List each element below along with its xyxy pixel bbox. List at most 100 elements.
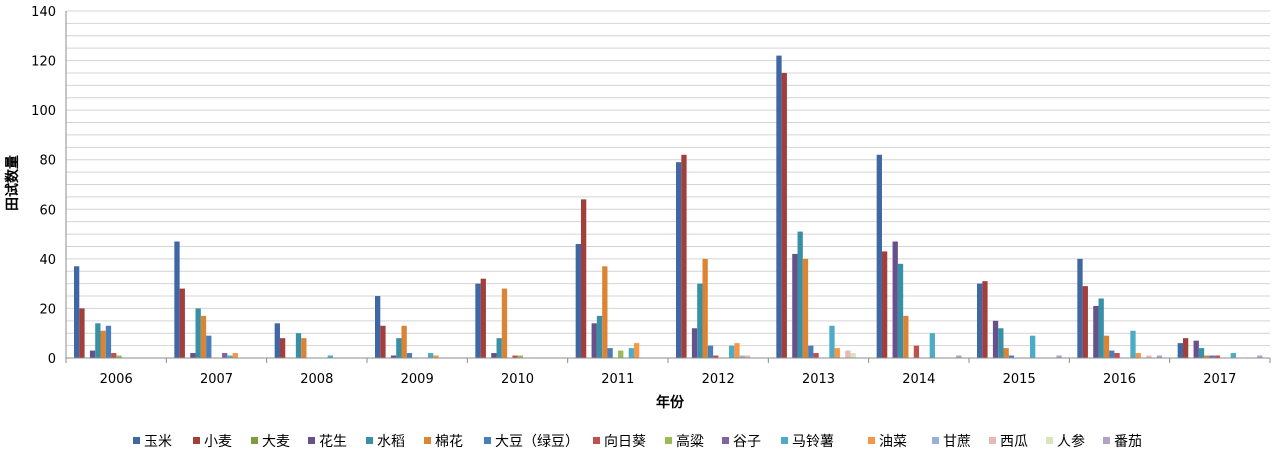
legend-item: 油菜 [868, 434, 907, 450]
bar [401, 325, 407, 358]
bar [111, 353, 117, 358]
legend-item: 谷子 [722, 434, 761, 450]
bar [881, 251, 888, 358]
bar [512, 355, 518, 358]
bar [845, 350, 851, 358]
bar [580, 199, 587, 358]
legend-label: 西瓜 [1000, 434, 1028, 450]
bar [729, 345, 735, 358]
legend-swatch [1046, 437, 1053, 444]
bar [517, 355, 524, 358]
bar [681, 154, 687, 358]
x-tick-label: 2016 [1103, 372, 1136, 387]
bar [998, 328, 1004, 358]
legend-item: 甘蔗 [932, 434, 971, 450]
bar [776, 55, 782, 359]
bar [1204, 355, 1210, 358]
y-tick-label: 60 [39, 203, 56, 218]
bar [628, 348, 634, 358]
y-tick-label: 0 [48, 352, 56, 367]
bar [1130, 330, 1136, 358]
bar [274, 323, 280, 358]
legend-label: 小麦 [204, 434, 232, 450]
bar [74, 266, 80, 358]
y-tick-label: 20 [39, 302, 56, 317]
y-tick-label: 80 [39, 154, 56, 169]
bar [433, 355, 439, 358]
legend-swatch [932, 437, 939, 444]
legend-swatch [133, 437, 140, 444]
legend-label: 玉米 [144, 434, 172, 450]
legend-swatch [484, 437, 491, 444]
legend-swatch [989, 437, 996, 444]
bar [222, 353, 228, 358]
bar [575, 243, 581, 358]
x-axis-tick-labels: 2006 2007 2008 2009 2010 2011 2012 2013 2014 2015… [100, 372, 1237, 387]
bar [929, 333, 935, 358]
y-axis-title: 田试数量 [4, 155, 21, 211]
bar [1193, 340, 1199, 358]
bar [89, 350, 96, 358]
bar [1146, 355, 1152, 358]
bar [850, 353, 856, 358]
bar [1198, 348, 1205, 358]
legend-swatch [424, 437, 431, 444]
bar [876, 154, 882, 358]
bar [982, 281, 988, 358]
y-tick-label: 120 [31, 55, 56, 70]
bar [1008, 355, 1015, 358]
x-tick-label: 2014 [902, 372, 935, 387]
bar [707, 345, 714, 358]
x-tick-label: 2012 [702, 372, 735, 387]
bar [396, 338, 402, 358]
x-tick-label: 2011 [601, 372, 634, 387]
bar [956, 355, 962, 358]
legend-swatch [308, 437, 315, 444]
bar [781, 72, 787, 359]
bar [232, 353, 238, 358]
x-tick-label: 2007 [200, 372, 233, 387]
bar [697, 283, 703, 358]
bar [496, 338, 502, 358]
x-tick-label: 2009 [401, 372, 434, 387]
bar [480, 278, 486, 358]
bar [691, 328, 698, 358]
bar [702, 258, 708, 358]
bar-series [74, 55, 1263, 359]
x-tick-label: 2013 [802, 372, 835, 387]
bar [295, 333, 302, 358]
bar [491, 353, 497, 358]
legend-label: 甘蔗 [943, 434, 971, 450]
bar [1135, 353, 1141, 358]
legend-label: 马铃薯 [792, 434, 834, 450]
bar [501, 288, 508, 358]
bar [897, 263, 904, 358]
y-tick-label: 100 [31, 104, 56, 119]
bar [744, 355, 751, 358]
legend-item: 向日葵 [593, 434, 646, 450]
legend-label: 花生 [319, 434, 347, 450]
bar [1093, 305, 1099, 358]
legend-swatch [781, 437, 788, 444]
bar [977, 283, 983, 358]
bar [116, 355, 122, 358]
bar [591, 323, 597, 358]
legend-item: 高粱 [665, 433, 704, 450]
x-tick-label: 2017 [1203, 372, 1236, 387]
bar [1030, 335, 1036, 358]
bar [390, 355, 397, 358]
bar [1109, 350, 1115, 358]
bar [95, 323, 101, 358]
legend-label: 高粱 [676, 433, 704, 450]
bar [992, 320, 999, 358]
gridlines [66, 10, 1270, 347]
bar [195, 308, 201, 358]
bar [802, 258, 809, 358]
x-tick-label: 2006 [100, 372, 133, 387]
x-axis-title: 年份 [656, 394, 685, 411]
bar [596, 315, 603, 358]
bar [190, 353, 196, 358]
bar [1103, 335, 1110, 358]
y-axis-tick-labels: 0 20 40 60 80 100 120 140 [31, 5, 56, 367]
